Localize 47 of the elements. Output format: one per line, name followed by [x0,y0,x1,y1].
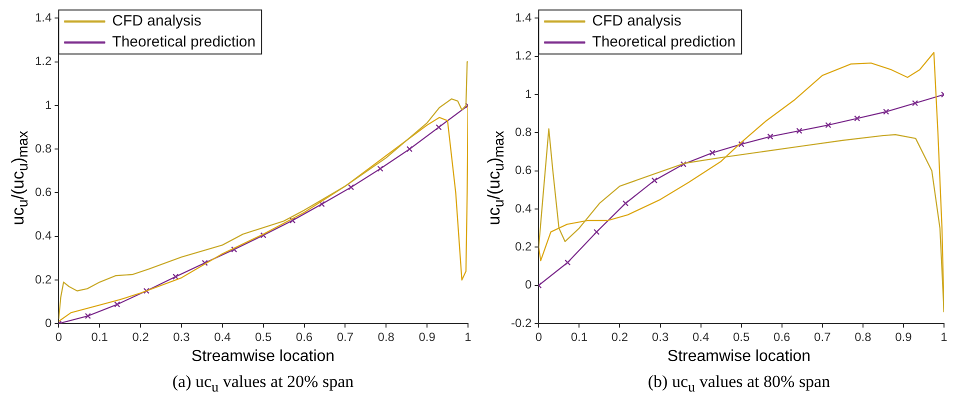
x-tick-label: 0.1 [570,330,588,344]
y-tick-label: 0.4 [34,228,52,243]
legend-label: CFD analysis [112,12,202,30]
y-tick-label: 0 [44,316,52,330]
y-tick-label: 0.2 [34,272,52,286]
x-axis-title: Streamwise location [190,348,336,366]
y-tick-label: 1.4 [514,10,532,25]
x-axis-title: Streamwise location [666,348,812,366]
x-tick-label: 0.3 [652,330,669,344]
y-tick-label: 0 [524,278,532,292]
x-tick-label: 0.8 [854,330,872,344]
y-tick-label: 0.8 [34,141,52,156]
y-tick-label: 1 [44,98,52,112]
x-tick-label: 0.6 [774,330,791,344]
text: (b) uc$_{u}$ values at 80% span [646,372,832,396]
x-tick-label: 0.7 [336,330,354,344]
x-tick-label: 1 [940,330,948,344]
x-tick-label: 0.9 [418,330,436,344]
y-tick-label: 0.8 [514,125,532,140]
x-tick-label: 0.8 [378,330,395,344]
x-tick-label: 0.1 [91,330,108,344]
text: (a) uc$_{u}$ values at 20% span [171,372,355,396]
x-tick-label: 0.2 [132,330,150,344]
legend-label: Theoretical prediction [112,34,256,51]
y-tick-label: 1.4 [34,10,52,25]
y-tick-label: 0.6 [514,163,532,178]
x-tick-label: 0.4 [214,330,232,344]
y-tick-label: -0.2 [510,316,532,330]
x-tick-label: 0 [535,330,542,344]
x-tick-label: 0.5 [254,330,272,344]
x-tick-label: 0.6 [296,330,313,344]
x-tick-label: 0.3 [173,330,190,344]
y-tick-label: 1.2 [34,54,52,68]
y-tick-label: 0.6 [34,185,52,200]
x-tick-label: 0.5 [732,330,750,344]
x-tick-label: 0.9 [895,330,912,344]
y-tick-label: 1.2 [514,48,532,63]
x-tick-label: 0 [55,330,62,344]
y-tick-label: 0.4 [514,201,532,216]
y-tick-label: 1 [524,86,532,101]
x-tick-label: 0.7 [814,330,832,344]
x-tick-label: 1 [464,330,472,344]
y-tick-label: 0.2 [514,240,532,254]
x-tick-label: 0.2 [611,330,628,344]
legend-label: CFD analysis [592,12,682,30]
legend-label: Theoretical prediction [592,34,736,51]
x-tick-label: 0.4 [692,330,710,344]
